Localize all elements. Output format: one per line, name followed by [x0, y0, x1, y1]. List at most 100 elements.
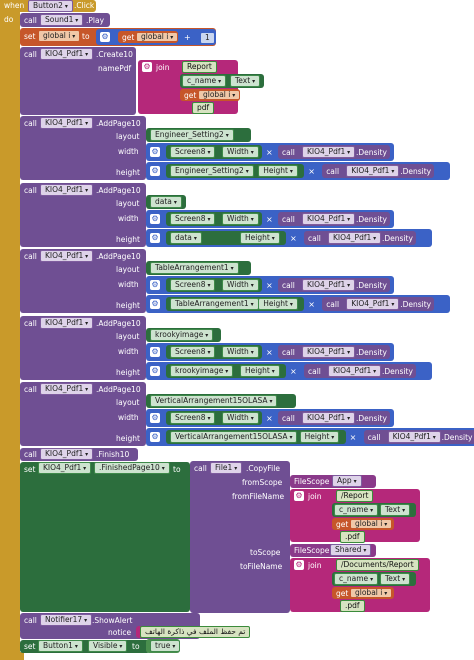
- fromscope-dropdown[interactable]: App: [332, 475, 362, 487]
- height-component-dropdown[interactable]: TableArrangement1: [170, 298, 259, 310]
- finished-pdf-dropdown[interactable]: KIO4_Pdf1: [38, 462, 92, 474]
- height-component-dropdown[interactable]: data: [170, 232, 202, 244]
- height-prop-dropdown[interactable]: Height: [240, 365, 280, 377]
- toscope-dropdown[interactable]: Shared: [330, 544, 372, 556]
- notice-text[interactable]: تم حفظ الملف في ذاكرة الهاتف: [140, 626, 251, 638]
- set-finished-page-block[interactable]: [20, 462, 190, 612]
- file-component-dropdown[interactable]: File1: [210, 462, 243, 474]
- height-component-dropdown[interactable]: VerticalArrangement15OLASA: [170, 431, 298, 443]
- number-one[interactable]: 1: [200, 32, 215, 44]
- width-prop-dropdown[interactable]: Width: [222, 279, 259, 291]
- to-label: to: [173, 465, 181, 474]
- height-prop-dropdown[interactable]: Height: [240, 232, 280, 244]
- finish-pdf-dropdown[interactable]: KIO4_Pdf1: [40, 448, 94, 460]
- layout-component-dropdown[interactable]: krookyimage: [150, 329, 214, 341]
- layout-component-dropdown[interactable]: data: [150, 196, 182, 208]
- width-prop-dropdown[interactable]: Width: [222, 146, 259, 158]
- to-global-i-dropdown[interactable]: global i: [350, 588, 393, 598]
- multiply-operator: ×: [308, 167, 315, 176]
- density-pdf-dropdown[interactable]: KIO4_Pdf1: [302, 346, 356, 358]
- addpage-pdf-dropdown[interactable]: KIO4_Pdf1: [40, 383, 94, 395]
- screen-dropdown[interactable]: Screen8: [170, 213, 216, 225]
- when-click-event-block[interactable]: [0, 0, 20, 660]
- notifier-dropdown[interactable]: Notifier17: [40, 614, 93, 626]
- multiply-gear-icon[interactable]: ⚙: [150, 166, 160, 176]
- plus-operator: +: [184, 33, 191, 42]
- density-pdf-dropdown[interactable]: KIO4_Pdf1: [346, 165, 400, 177]
- call-label: call: [282, 215, 295, 224]
- multiply-gear-icon[interactable]: ⚙: [150, 347, 160, 357]
- multiply-gear-icon[interactable]: ⚙: [150, 432, 160, 442]
- text-dot-pdf[interactable]: .pdf: [340, 600, 365, 612]
- height-component-dropdown[interactable]: krookyimage: [170, 365, 234, 377]
- addpage-pdf-dropdown[interactable]: KIO4_Pdf1: [40, 117, 94, 129]
- visible-prop-dropdown[interactable]: Visible: [88, 640, 128, 652]
- addpage-pdf-dropdown[interactable]: KIO4_Pdf1: [40, 184, 94, 196]
- height-component-dropdown[interactable]: Engineer_Setting2: [170, 165, 254, 177]
- width-prop-dropdown[interactable]: Width: [222, 213, 259, 225]
- layout-param-label: layout: [116, 332, 140, 341]
- screen-dropdown[interactable]: Screen8: [170, 412, 216, 424]
- event-component-dropdown[interactable]: Button2: [28, 0, 73, 12]
- addpage-pdf-dropdown[interactable]: KIO4_Pdf1: [40, 317, 94, 329]
- from-text-dropdown[interactable]: Text: [380, 504, 411, 516]
- call-label: call: [282, 281, 295, 290]
- from-join-gear-icon[interactable]: ⚙: [294, 491, 304, 501]
- sound-component-dropdown[interactable]: Sound1: [40, 14, 84, 26]
- text-dot-pdf[interactable]: .pdf: [340, 531, 365, 543]
- density-pdf-dropdown[interactable]: KIO4_Pdf1: [302, 146, 356, 158]
- call-copyfile-block[interactable]: [190, 461, 290, 613]
- screen-dropdown[interactable]: Screen8: [170, 279, 216, 291]
- pdf-component-dropdown[interactable]: KIO4_Pdf1: [40, 48, 94, 60]
- button1-dropdown[interactable]: Button1: [38, 640, 83, 652]
- height-prop-dropdown[interactable]: Height: [258, 298, 298, 310]
- from-global-i-dropdown[interactable]: global i: [350, 519, 393, 529]
- finished-page-prop-dropdown[interactable]: .FinishedPage10: [94, 462, 170, 474]
- from-cname-dropdown[interactable]: c_name: [334, 504, 379, 516]
- layout-component-dropdown[interactable]: TableArrangement1: [150, 262, 239, 274]
- density-pdf-dropdown[interactable]: KIO4_Pdf1: [302, 213, 356, 225]
- to-label: to: [132, 642, 140, 651]
- copyfile-method: .CopyFile: [246, 464, 280, 473]
- when-label: when: [4, 1, 25, 10]
- true-value-dropdown[interactable]: true: [150, 640, 181, 652]
- text-documents-report[interactable]: /Documents/Report: [336, 559, 419, 571]
- set-var-dropdown[interactable]: global i: [38, 30, 81, 42]
- to-text-dropdown[interactable]: Text: [380, 573, 411, 585]
- multiply-gear-icon[interactable]: ⚙: [150, 413, 160, 423]
- mutator-gear-icon[interactable]: ⚙: [100, 32, 110, 42]
- density-pdf-dropdown[interactable]: KIO4_Pdf1: [328, 365, 382, 377]
- text-prop-dropdown[interactable]: Text: [230, 75, 261, 87]
- density-pdf-dropdown[interactable]: KIO4_Pdf1: [346, 298, 400, 310]
- join-mutator-gear-icon[interactable]: ⚙: [142, 62, 152, 72]
- multiply-gear-icon[interactable]: ⚙: [150, 214, 160, 224]
- density-pdf-dropdown[interactable]: KIO4_Pdf1: [302, 412, 356, 424]
- width-prop-dropdown[interactable]: Width: [222, 412, 259, 424]
- text-report[interactable]: Report: [182, 61, 217, 73]
- density-pdf-dropdown[interactable]: KIO4_Pdf1: [387, 431, 441, 443]
- get-global-i-dropdown[interactable]: global i: [198, 90, 241, 100]
- fromscope-label: fromScope: [242, 478, 283, 487]
- density-pdf-dropdown[interactable]: KIO4_Pdf1: [328, 232, 382, 244]
- screen-dropdown[interactable]: Screen8: [170, 146, 216, 158]
- to-join-gear-icon[interactable]: ⚙: [294, 560, 304, 570]
- height-prop-dropdown[interactable]: Height: [258, 165, 298, 177]
- text-slash-report[interactable]: /Report: [336, 490, 374, 502]
- layout-component-dropdown[interactable]: Engineer_Setting2: [150, 129, 234, 141]
- text-pdf[interactable]: pdf: [192, 102, 215, 114]
- layout-param-label: layout: [116, 398, 140, 407]
- screen-dropdown[interactable]: Screen8: [170, 346, 216, 358]
- layout-component-dropdown[interactable]: VerticalArrangement15OLASA: [150, 395, 278, 407]
- addpage-pdf-dropdown[interactable]: KIO4_Pdf1: [40, 250, 94, 262]
- height-prop-dropdown[interactable]: Height: [299, 431, 340, 443]
- multiply-gear-icon[interactable]: ⚙: [150, 147, 160, 157]
- multiply-gear-icon[interactable]: ⚙: [150, 233, 160, 243]
- multiply-gear-icon[interactable]: ⚙: [150, 280, 160, 290]
- density-pdf-dropdown[interactable]: KIO4_Pdf1: [302, 279, 356, 291]
- multiply-gear-icon[interactable]: ⚙: [150, 299, 160, 309]
- width-prop-dropdown[interactable]: Width: [222, 346, 259, 358]
- to-cname-dropdown[interactable]: c_name: [334, 573, 379, 585]
- get-var-dropdown[interactable]: global i: [136, 32, 179, 42]
- multiply-gear-icon[interactable]: ⚙: [150, 366, 160, 376]
- cname-dropdown[interactable]: c_name: [182, 75, 227, 87]
